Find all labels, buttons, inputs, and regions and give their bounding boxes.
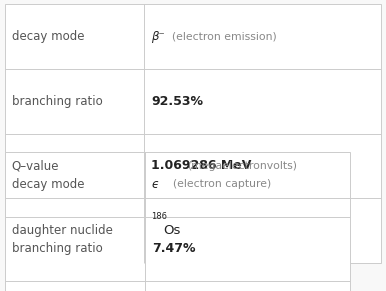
Text: 186: 186 (151, 212, 167, 221)
Text: 1.069286 MeV: 1.069286 MeV (151, 159, 251, 172)
Text: ϵ: ϵ (152, 178, 159, 191)
Bar (5, 4, 381, 263)
Text: daughter nuclide: daughter nuclide (12, 224, 112, 237)
Text: branching ratio: branching ratio (12, 95, 102, 108)
Text: branching ratio: branching ratio (12, 242, 102, 255)
Text: decay mode: decay mode (12, 178, 84, 191)
Bar (5, 152, 350, 291)
Text: Os: Os (164, 224, 181, 237)
Text: decay mode: decay mode (12, 30, 84, 43)
Text: 7.47%: 7.47% (152, 242, 195, 255)
Text: 92.53%: 92.53% (151, 95, 203, 108)
Text: β⁻: β⁻ (151, 30, 165, 43)
Text: (electron emission): (electron emission) (172, 32, 277, 42)
Text: (electron capture): (electron capture) (173, 179, 271, 189)
Text: (megaelectronvolts): (megaelectronvolts) (188, 161, 297, 171)
Text: Q–value: Q–value (12, 159, 59, 172)
